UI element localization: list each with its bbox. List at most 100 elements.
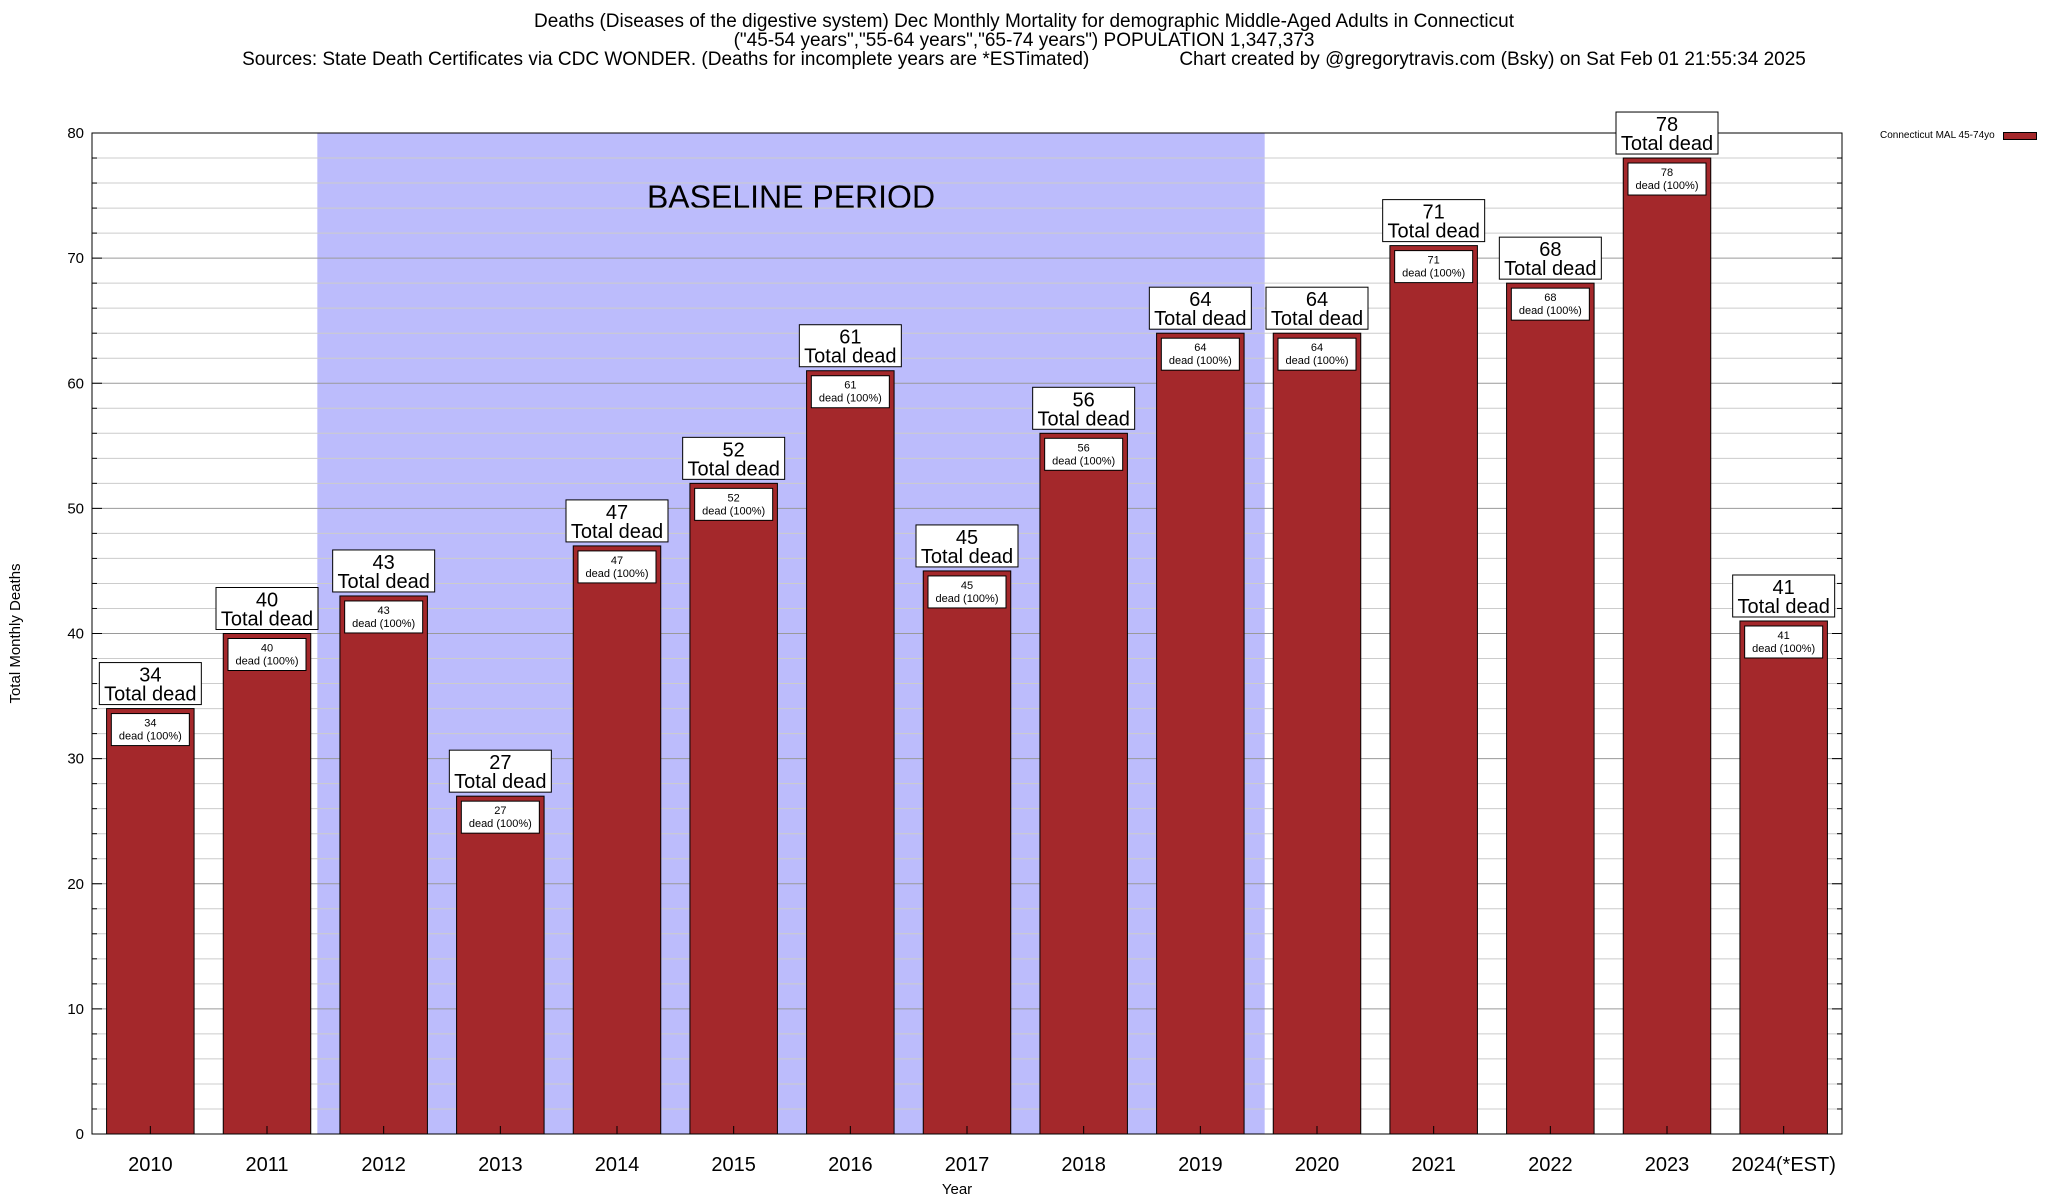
bar-inner-value: 61 — [844, 380, 856, 392]
bar-inner-text: dead (100%) — [1636, 180, 1699, 192]
y-tick-label: 70 — [67, 250, 84, 267]
bar — [1156, 332, 1245, 1135]
bar-inner-text: dead (100%) — [119, 731, 182, 743]
bar-total-value: 61 — [839, 327, 861, 349]
bar-total-label-box — [1498, 236, 1602, 280]
bar-total-value: 78 — [1656, 114, 1678, 136]
bar-inner-value: 71 — [1428, 255, 1440, 267]
bar-inner-value: 56 — [1078, 442, 1090, 454]
bar-inner-value: 52 — [728, 492, 740, 504]
bar-inner-value: 47 — [611, 555, 623, 567]
bar-total-text: Total dead — [1504, 258, 1596, 280]
bar-total-value: 41 — [1773, 577, 1795, 599]
bar-total-label-box — [565, 499, 669, 543]
bar-total-value: 52 — [723, 439, 745, 461]
bar-inner-label-box — [1044, 437, 1124, 471]
bar-total-text: Total dead — [571, 521, 663, 543]
bar-total-text: Total dead — [1388, 221, 1480, 243]
bar-inner-label-box — [1627, 162, 1707, 196]
bar-inner-value: 34 — [144, 718, 156, 730]
bar-total-value: 34 — [139, 665, 161, 687]
bar-inner-text: dead (100%) — [1169, 355, 1232, 367]
bar — [339, 595, 428, 1135]
bar-total-text: Total dead — [1621, 133, 1713, 155]
bar-inner-text: dead (100%) — [1519, 305, 1582, 317]
x-tick-label: 2020 — [1295, 1154, 1340, 1176]
bar-total-label-box — [215, 587, 319, 630]
bar-inner-label-box — [227, 638, 307, 671]
bar-total-text: Total dead — [1154, 308, 1246, 330]
bar-inner-value: 41 — [1778, 630, 1790, 642]
bar — [106, 708, 195, 1135]
bar-total-value: 64 — [1189, 289, 1211, 311]
y-tick-label: 60 — [67, 375, 84, 392]
bar-inner-text: dead (100%) — [236, 656, 299, 668]
bar-inner-label-box — [1277, 337, 1357, 371]
bar-inner-text: dead (100%) — [819, 393, 882, 405]
bar-total-label-box — [332, 549, 436, 593]
x-tick-label: 2022 — [1528, 1154, 1573, 1176]
bar-total-value: 64 — [1306, 289, 1328, 311]
bar — [806, 370, 895, 1135]
y-tick-label: 50 — [67, 500, 84, 517]
bar-total-text: Total dead — [1038, 408, 1130, 430]
bar-inner-text: dead (100%) — [469, 818, 532, 830]
x-tick-label: 2021 — [1411, 1154, 1456, 1176]
bar — [922, 570, 1012, 1135]
bar-total-text: Total dead — [921, 546, 1013, 568]
bar-total-text: Total dead — [1271, 308, 1363, 330]
bar-inner-value: 40 — [261, 643, 273, 655]
legend: Connecticut MAL 45-74yo — [1880, 130, 2037, 141]
bar-total-label-box — [98, 662, 202, 706]
y-tick-label: 10 — [67, 1001, 84, 1018]
bar-inner-value: 68 — [1544, 292, 1556, 304]
bar-inner-label-box — [1394, 250, 1474, 284]
bar-inner-label-box — [344, 600, 424, 634]
bar-inner-value: 64 — [1194, 342, 1206, 354]
bar-inner-text: dead (100%) — [1052, 455, 1115, 467]
bar-total-text: Total dead — [221, 609, 313, 631]
bar-inner-text: dead (100%) — [1286, 355, 1349, 367]
bar — [572, 545, 662, 1135]
bar-inner-text: dead (100%) — [352, 618, 415, 630]
chart-sources-line: Sources: State Death Certificates via CD… — [0, 50, 2048, 69]
bar-inner-value: 45 — [961, 580, 973, 592]
chart-credit: Chart created by @gregorytravis.com (Bsk… — [1179, 49, 1806, 70]
bar-inner-value: 27 — [494, 805, 506, 817]
bar-total-label-box — [1732, 574, 1836, 618]
bar-inner-label-box — [460, 800, 540, 834]
bar-total-label-box — [1382, 199, 1486, 243]
bar-inner-text: dead (100%) — [586, 568, 649, 580]
x-tick-label: 2012 — [361, 1154, 406, 1176]
bar — [1389, 245, 1478, 1135]
bar-inner-text: dead (100%) — [1402, 268, 1465, 280]
bar-total-value: 43 — [373, 552, 395, 574]
bar-total-label-box — [1032, 386, 1136, 430]
legend-label: Connecticut MAL 45-74yo — [1880, 130, 1995, 141]
bar-inner-label-box — [577, 550, 657, 584]
chart-sources: Sources: State Death Certificates via CD… — [242, 49, 1090, 70]
baseline-period-label: BASELINE PERIOD — [647, 179, 935, 215]
x-tick-label: 2011 — [245, 1154, 288, 1176]
bar — [1506, 282, 1595, 1135]
bar-total-label-box — [448, 749, 552, 793]
bar — [1622, 157, 1712, 1135]
y-tick-label: 80 — [67, 125, 84, 142]
bar-total-text: Total dead — [1738, 596, 1830, 618]
bar-total-label-box — [1148, 286, 1252, 330]
x-tick-label: 2017 — [945, 1154, 990, 1176]
bar-total-value: 56 — [1073, 389, 1095, 411]
legend-swatch — [2002, 131, 2037, 140]
x-tick-label: 2010 — [128, 1154, 173, 1176]
x-tick-label: 2014 — [595, 1154, 640, 1176]
x-tick-label: 2019 — [1178, 1154, 1223, 1176]
bar-total-text: Total dead — [804, 346, 896, 368]
bar-inner-text: dead (100%) — [702, 505, 765, 517]
x-tick-label: 2024(*EST) — [1731, 1154, 1836, 1176]
bar — [1272, 332, 1362, 1135]
bar-total-text: Total dead — [688, 458, 780, 480]
x-tick-label: 2018 — [1061, 1154, 1106, 1176]
bar-inner-text: dead (100%) — [936, 593, 999, 605]
bar-inner-value: 43 — [378, 605, 390, 617]
bar-inner-label-box — [810, 375, 890, 409]
